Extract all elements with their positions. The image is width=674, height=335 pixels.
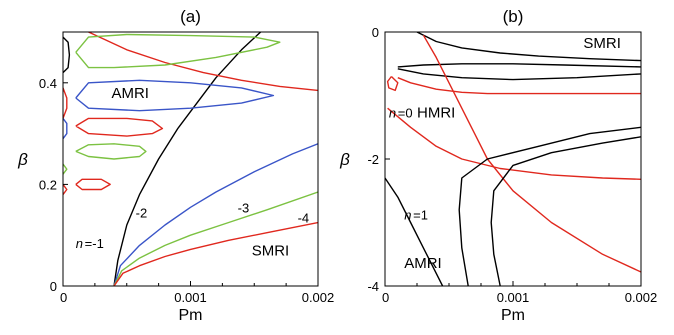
- y-tick-label: -4: [367, 279, 379, 294]
- series-line: [88, 32, 318, 92]
- series-line: [75, 143, 147, 160]
- annotation-label: =1: [413, 207, 428, 222]
- x-tick-label: 0.002: [302, 290, 335, 305]
- series-line: [458, 126, 641, 286]
- series-line: [63, 183, 68, 196]
- annotation-label: AMRI: [111, 85, 149, 102]
- series-line: [397, 68, 641, 81]
- series-line: [75, 178, 111, 191]
- series-line: [397, 77, 641, 95]
- x-tick-label: 0.001: [174, 290, 207, 305]
- series-line: [113, 191, 318, 286]
- annotation-label: n: [389, 106, 396, 121]
- panel-label: (a): [180, 7, 201, 26]
- annotation-label: -4: [298, 211, 310, 226]
- annotation-label: n: [404, 207, 411, 222]
- annotation-label: -3: [238, 200, 250, 215]
- x-tick-label: 0.002: [625, 290, 658, 305]
- series-line: [75, 117, 164, 137]
- series-line: [386, 76, 399, 92]
- panel-a: (a) 0 0.001 0.002 0 0.2 0.4 Pm β AMRI SMRI -2 -3 -4 n =…: [17, 7, 334, 324]
- annotation-label: =-1: [85, 236, 104, 251]
- series-line: [422, 34, 641, 273]
- annotation-label: =0: [398, 106, 413, 121]
- series-line: [113, 221, 318, 286]
- x-axis-label: Pm: [501, 307, 525, 324]
- x-tick-label: 0: [60, 290, 67, 305]
- annotation-label: SMRI: [583, 35, 621, 52]
- y-axis-label: β: [339, 150, 350, 169]
- series-line: [397, 63, 641, 68]
- panel-label: (b): [503, 7, 524, 26]
- y-tick-label: 0: [372, 25, 379, 40]
- x-axis-label: Pm: [179, 307, 203, 324]
- y-tick-label: -2: [367, 152, 379, 167]
- series-line: [490, 136, 641, 286]
- series-line: [113, 32, 262, 286]
- series-line: [385, 177, 444, 286]
- annotation-label: -2: [136, 205, 148, 220]
- x-tick-label: 0.001: [497, 290, 530, 305]
- annotation-label: SMRI: [252, 243, 290, 260]
- series-line: [63, 87, 68, 119]
- x-tick-label: 0: [382, 290, 389, 305]
- series-line: [113, 143, 318, 286]
- series-line: [416, 32, 641, 62]
- y-axis-label: β: [17, 150, 28, 169]
- series-line: [75, 33, 281, 69]
- y-tick-label: 0: [50, 279, 57, 294]
- annotation-label: HMRI: [417, 105, 455, 122]
- series-line: [63, 163, 68, 175]
- series-line: [63, 117, 68, 140]
- y-tick-label: 0.2: [39, 177, 57, 192]
- annotation-label: AMRI: [404, 255, 442, 272]
- series-line: [75, 79, 275, 112]
- y-tick-label: 0.4: [39, 76, 57, 91]
- series-line: [63, 36, 71, 74]
- annotation-label: n: [76, 236, 83, 251]
